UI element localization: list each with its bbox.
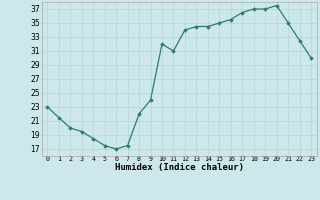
X-axis label: Humidex (Indice chaleur): Humidex (Indice chaleur) [115, 163, 244, 172]
